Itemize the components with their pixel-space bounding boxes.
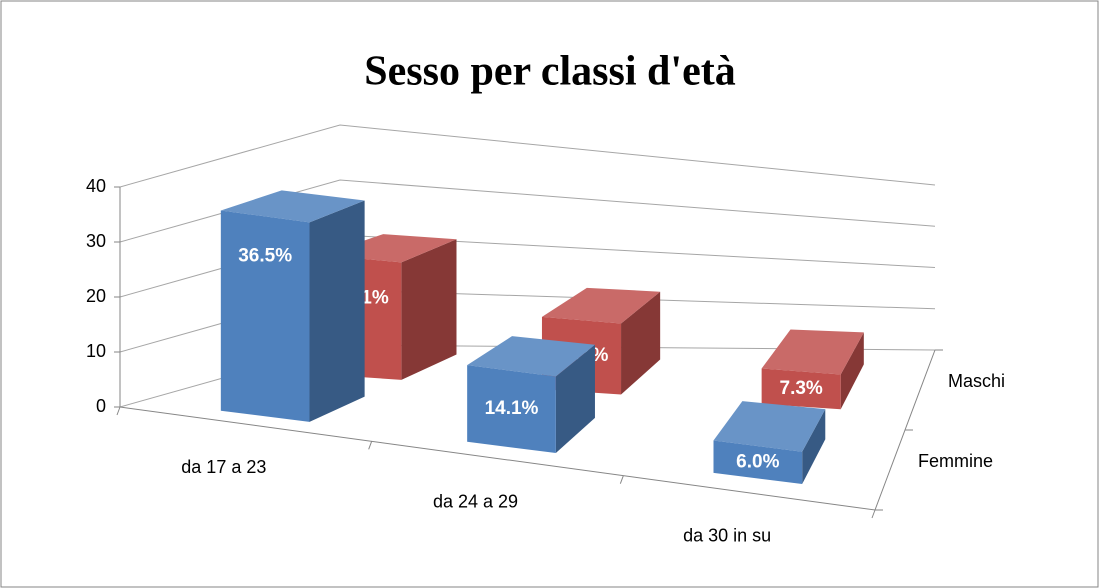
x-tick: [116, 406, 121, 416]
legend-label: Maschi: [948, 371, 1005, 391]
data-label: 6.0%: [736, 451, 779, 472]
bar-top: [467, 336, 595, 377]
grid-line: [119, 179, 936, 243]
bar-side: [401, 239, 457, 380]
y-tick-label: 20: [86, 286, 106, 306]
bar-side: [309, 200, 365, 422]
bar-side: [802, 409, 826, 485]
y-tick-label: 0: [96, 396, 106, 416]
data-label: 36.5%: [238, 245, 292, 266]
bar: [761, 368, 841, 410]
grid-line: [119, 124, 936, 188]
bar: [713, 440, 803, 485]
legend-label: Femmine: [918, 451, 993, 471]
x-tick-label: da 17 a 23: [181, 457, 266, 477]
bar-side: [621, 291, 661, 395]
bar-top: [220, 190, 365, 223]
y-tick-label: 40: [86, 176, 106, 196]
bar-top: [713, 401, 826, 452]
bar: [467, 365, 556, 453]
y-tick-label: 30: [86, 231, 106, 251]
bar-side: [555, 344, 595, 453]
x-tick: [871, 509, 876, 519]
bar-side: [840, 332, 864, 410]
data-label: 7.3%: [780, 378, 823, 399]
x-tick-label: da 30 in su: [683, 526, 771, 546]
chart-title: Sesso per classi d'età: [364, 49, 735, 95]
data-label: 14.1%: [485, 398, 539, 419]
y-tick-label: 10: [86, 341, 106, 361]
bar-top: [541, 287, 661, 324]
bar-top: [761, 329, 864, 375]
bar: [220, 210, 310, 422]
x-tick: [619, 475, 624, 484]
x-tick-label: da 24 a 29: [433, 491, 518, 511]
x-tick: [368, 441, 373, 450]
